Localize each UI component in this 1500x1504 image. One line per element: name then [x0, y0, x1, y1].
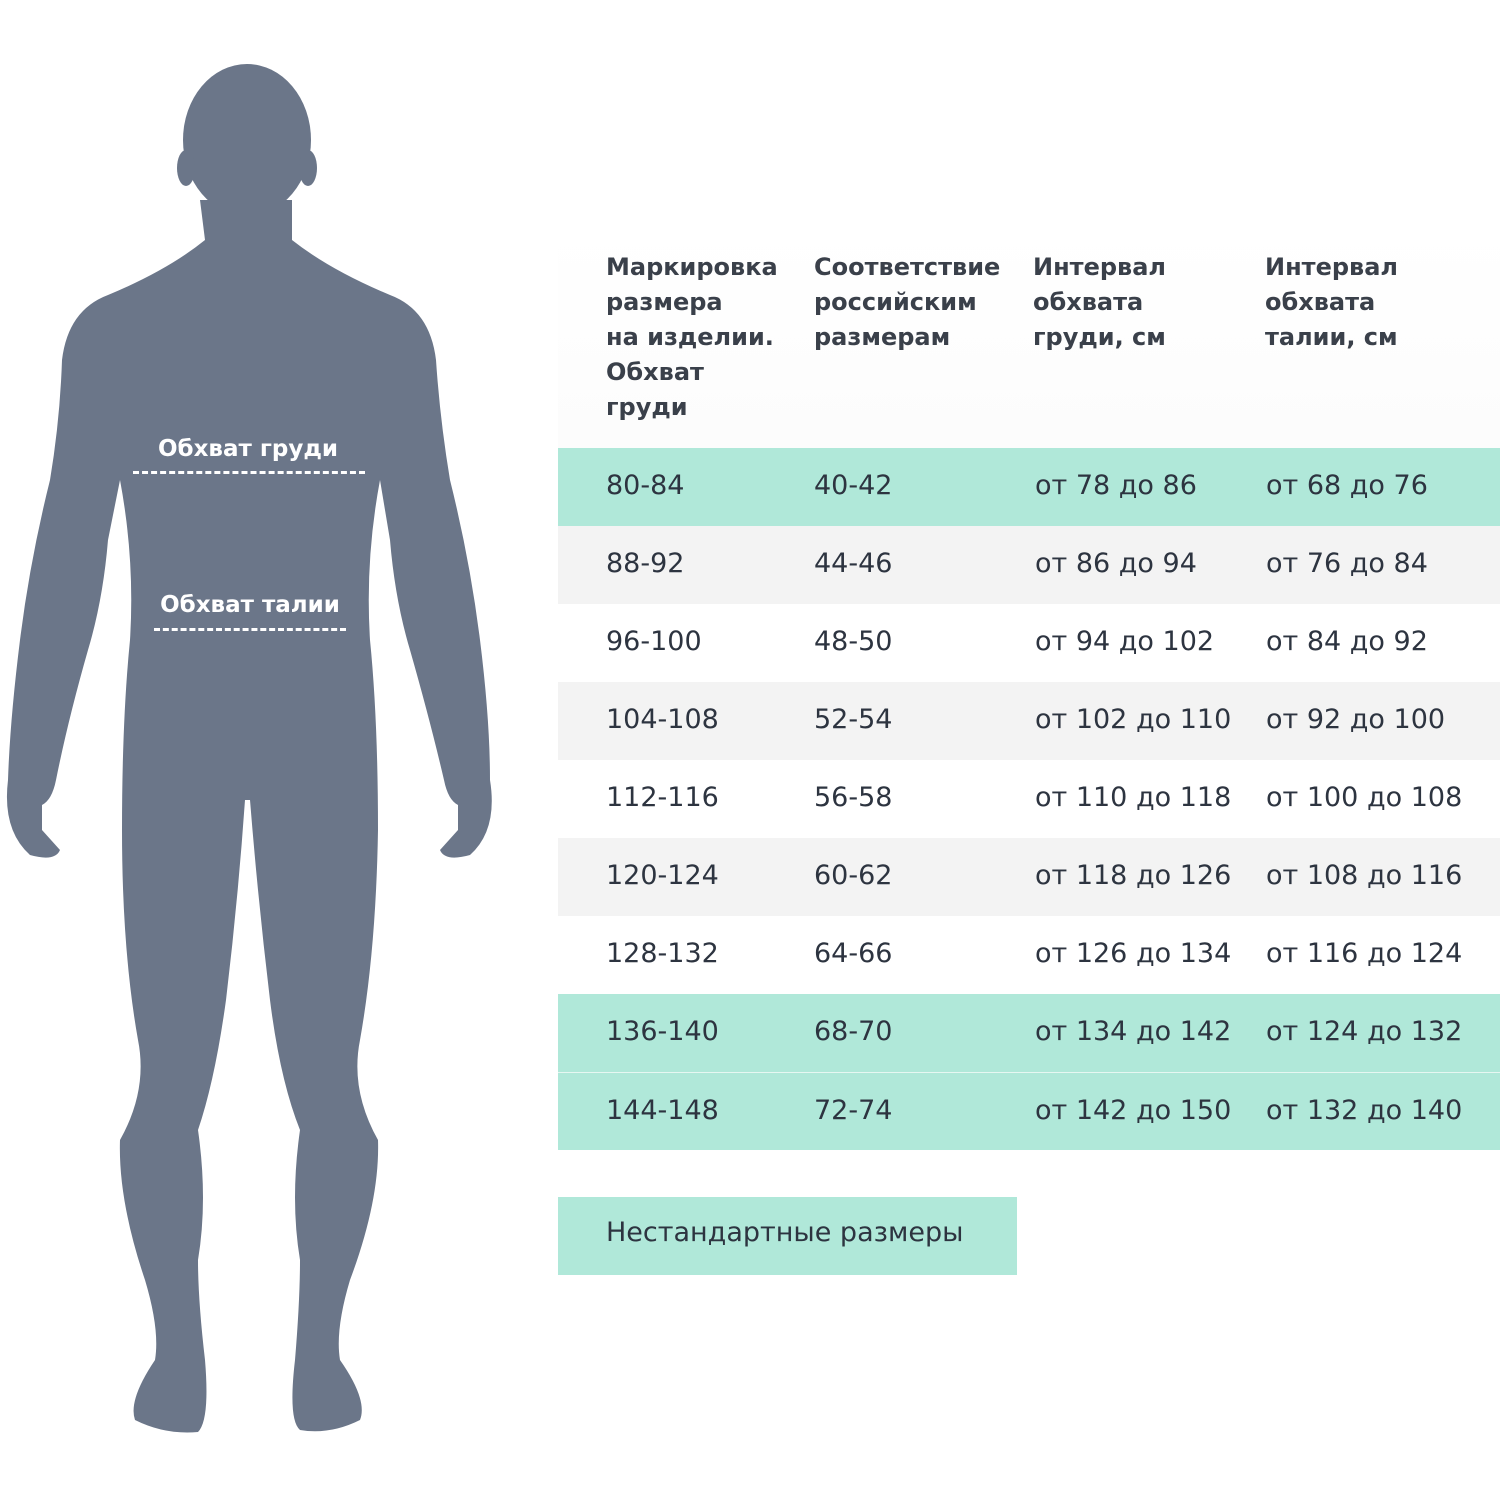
table-cell: 52-54 [814, 704, 893, 735]
table-cell: от 100 до 108 [1266, 782, 1463, 813]
table-cell: от 68 до 76 [1266, 470, 1428, 501]
chest-line [133, 471, 365, 474]
table-row: 96-100 48-50 от 94 до 102 от 84 до 92 [558, 604, 1500, 682]
table-cell: от 108 до 116 [1266, 860, 1463, 891]
table-cell: от 126 до 134 [1035, 938, 1232, 969]
table-cell: от 134 до 142 [1035, 1016, 1232, 1047]
table-cell: 96-100 [606, 626, 702, 657]
nonstandard-sizes-button[interactable]: Нестандартные размеры [558, 1197, 1017, 1275]
table-cell: от 116 до 124 [1266, 938, 1463, 969]
chest-label: Обхват груди [157, 436, 339, 462]
table-cell: от 84 до 92 [1266, 626, 1428, 657]
table-cell: 88-92 [606, 548, 685, 579]
table-cell: 112-116 [606, 782, 719, 813]
header-russian-size: Соответствие российским размерам [814, 253, 1001, 351]
nonstandard-sizes-label: Нестандартные размеры [606, 1217, 964, 1248]
table-row: 136-140 68-70 от 134 до 142 от 124 до 132 [558, 994, 1500, 1072]
table-row: 88-92 44-46 от 86 до 94 от 76 до 84 [558, 526, 1500, 604]
table-cell: 48-50 [814, 626, 893, 657]
table-cell: 80-84 [606, 470, 685, 501]
table-cell: 72-74 [814, 1095, 893, 1126]
table-cell: 144-148 [606, 1095, 719, 1126]
table-cell: 64-66 [814, 938, 893, 969]
table-cell: от 94 до 102 [1035, 626, 1215, 657]
table-row: 80-84 40-42 от 78 до 86 от 68 до 76 [558, 448, 1500, 526]
table-cell: 40-42 [814, 470, 893, 501]
size-table: Маркировка размера на изделии. Обхват груди … [558, 228, 1500, 1150]
table-cell: от 76 до 84 [1266, 548, 1428, 579]
table-row: 120-124 60-62 от 118 до 126 от 108 до 116 [558, 838, 1500, 916]
table-cell: от 142 до 150 [1035, 1095, 1232, 1126]
waist-label: Обхват талии [160, 592, 340, 618]
table-cell: 128-132 [606, 938, 719, 969]
table-cell: 60-62 [814, 860, 893, 891]
table-cell: 68-70 [814, 1016, 893, 1047]
human-figure-icon [6, 64, 492, 1433]
table-cell: от 78 до 86 [1035, 470, 1197, 501]
table-cell: от 118 до 126 [1035, 860, 1232, 891]
header-chest-interval: Интервал обхвата груди, см [1033, 253, 1166, 351]
table-cell: от 102 до 110 [1035, 704, 1232, 735]
table-cell: от 92 до 100 [1266, 704, 1446, 735]
header-size-marking: Маркировка размера на изделии. Обхват груди [606, 253, 778, 421]
table-cell: от 132 до 140 [1266, 1095, 1463, 1126]
header-waist-interval: Интервал обхвата талии, см [1265, 253, 1398, 351]
table-body: 80-84 40-42 от 78 до 86 от 68 до 76 88-92 44-… [558, 448, 1500, 1150]
table-row: 104-108 52-54 от 102 до 110 от 92 до 100 [558, 682, 1500, 760]
table-row: 128-132 64-66 от 126 до 134 от 116 до 124 [558, 916, 1500, 994]
table-cell: от 124 до 132 [1266, 1016, 1463, 1047]
table-cell: 104-108 [606, 704, 719, 735]
table-cell: от 110 до 118 [1035, 782, 1232, 813]
table-cell: 56-58 [814, 782, 893, 813]
waist-line [154, 628, 346, 631]
table-row: 112-116 56-58 от 110 до 118 от 100 до 108 [558, 760, 1500, 838]
table-cell: 120-124 [606, 860, 719, 891]
table-cell: 44-46 [814, 548, 893, 579]
table-cell: 136-140 [606, 1016, 719, 1047]
table-header: Маркировка размера на изделии. Обхват груди … [558, 228, 1500, 448]
table-row: 144-148 72-74 от 142 до 150 от 132 до 140 [558, 1072, 1500, 1150]
table-cell: от 86 до 94 [1035, 548, 1197, 579]
body-silhouette: Обхват груди Обхват талии [0, 0, 520, 1500]
